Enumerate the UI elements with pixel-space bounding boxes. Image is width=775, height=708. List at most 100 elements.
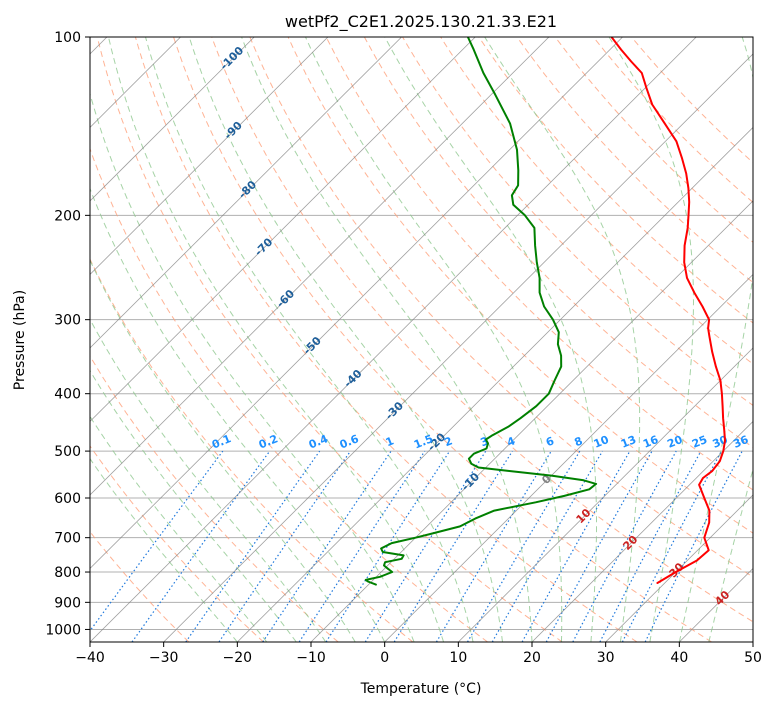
isotherm-line: [605, 494, 753, 642]
mixing-ratio-label: 8: [573, 434, 585, 449]
y-tick-label: 1000: [45, 622, 81, 638]
plot-area: -100-90-80-70-60-50-40-30-20-10 010203040…: [90, 37, 753, 642]
x-tick-label: 30: [597, 650, 615, 666]
pressure-gridlines: [90, 37, 753, 630]
y-tick-label: 700: [54, 531, 81, 547]
moist-adiabat-line: [305, 37, 563, 642]
mixing-ratio-line: [393, 450, 513, 642]
dry-adiabat-line: [96, 37, 563, 642]
mixing-ratio-label: 16: [641, 433, 660, 451]
sounding-profiles: [364, 37, 726, 586]
y-tick-label: 600: [54, 491, 81, 507]
moist-adiabat-line: [90, 318, 327, 642]
dry-adiabat-line: [249, 37, 753, 578]
dry-adiabats: [90, 37, 753, 642]
y-tick-label: 300: [54, 313, 81, 329]
moist-adiabat-line: [384, 37, 597, 642]
mixing-ratio-label: 25: [690, 433, 709, 451]
moist-adiabat-line: [90, 415, 268, 642]
isotherm-line: [531, 420, 753, 642]
isotherm-line: [90, 37, 623, 570]
mixing-ratio-line: [298, 450, 426, 642]
temperature-line: [610, 37, 726, 584]
mixing-ratio-line: [521, 450, 631, 642]
x-tick-label: −10: [296, 650, 326, 666]
isotherm-line: [90, 37, 476, 423]
mixing-ratio-line: [545, 450, 653, 642]
y-tick-label: 200: [54, 208, 81, 224]
dry-adiabat-line: [478, 37, 753, 324]
y-axis-ticks: 100 200 300 400 500 600 700 800 900 1000: [45, 30, 90, 638]
mixing-ratio-line: [644, 450, 743, 642]
isotherm-line: [310, 200, 753, 642]
mixing-ratio-label: 3: [479, 434, 491, 449]
dry-adiabat-line: [211, 37, 753, 623]
moist-adiabat-line: [145, 37, 474, 642]
isotherm-line: [90, 37, 697, 642]
dry-adiabat-line: [90, 258, 414, 642]
isotherm-line: [163, 53, 753, 642]
moist-adiabat-line: [608, 37, 695, 642]
y-tick-label: 100: [54, 30, 81, 46]
chart-title: wetPf2_C2E1.2025.130.21.33.E21: [285, 12, 557, 32]
moist-adiabat-line: [708, 467, 753, 642]
dry-adiabat-line: [134, 37, 638, 642]
x-tick-label: 50: [744, 650, 762, 666]
mixing-ratio-label: 1: [384, 434, 396, 449]
mixing-ratio-label: 20: [665, 433, 684, 451]
y-tick-label: 800: [54, 565, 81, 581]
x-tick-label: 20: [523, 650, 541, 666]
mixing-ratio-line: [218, 450, 351, 642]
dry-adiabat-line: [631, 37, 753, 164]
isotherm-line: [90, 37, 402, 349]
isotherm-line: [90, 37, 550, 496]
x-axis-ticks: −40 −30 −20 −10 0 10 20 30 40 50: [75, 642, 762, 666]
isotherm-line: [458, 347, 753, 642]
mixing-ratio-line: [325, 450, 451, 642]
x-tick-label: 40: [670, 650, 688, 666]
mixing-ratio-line: [364, 450, 487, 642]
isotherm-line: [237, 126, 753, 642]
isotherm-line: [90, 37, 255, 202]
x-tick-label: −40: [75, 650, 105, 666]
mixing-ratio-label: 2: [442, 434, 454, 449]
x-axis-label: Temperature (°C): [360, 681, 482, 697]
moist-adiabat-line: [90, 457, 238, 642]
mixing-ratio-lines: [90, 450, 743, 642]
y-tick-label: 900: [54, 595, 81, 611]
moist-adiabat-line: [678, 37, 753, 642]
x-tick-label: 0: [380, 650, 389, 666]
y-tick-label: 400: [54, 387, 81, 403]
x-tick-label: −30: [149, 650, 179, 666]
y-axis-label: Pressure (hPa): [12, 290, 28, 390]
mixing-ratio-line: [262, 450, 392, 642]
dry-adiabat-line: [363, 37, 753, 449]
mixing-ratio-label: 36: [731, 433, 750, 451]
isotherms: [90, 37, 753, 642]
mixing-ratio-label: 10: [592, 433, 611, 451]
moist-adiabat-line: [484, 37, 641, 642]
mixing-ratio-label: 13: [619, 433, 638, 451]
y-tick-label: 500: [54, 444, 81, 460]
moist-adiabat-line: [241, 37, 533, 642]
dry-adiabat-line: [90, 445, 264, 642]
mixing-ratio-line: [572, 450, 677, 642]
moist-adiabats: [90, 37, 753, 642]
isotherm-line: [90, 37, 329, 275]
dry-adiabat-line: [402, 37, 753, 407]
moist-adiabat-line: [108, 37, 445, 642]
dewpoint-line: [364, 37, 598, 586]
dry-adiabat-line: [325, 37, 753, 491]
moist-adiabat-line: [188, 37, 503, 642]
x-tick-label: 10: [449, 650, 467, 666]
plot-frame: [89, 36, 754, 643]
moist-adiabat-line: [90, 369, 297, 642]
mixing-ratio-line: [90, 450, 224, 632]
mixing-ratio-line: [185, 450, 321, 642]
moist-adiabat-line: [90, 187, 386, 642]
mixing-ratio-line: [131, 450, 271, 642]
moist-adiabat-line: [90, 259, 356, 642]
x-tick-label: −20: [223, 650, 253, 666]
